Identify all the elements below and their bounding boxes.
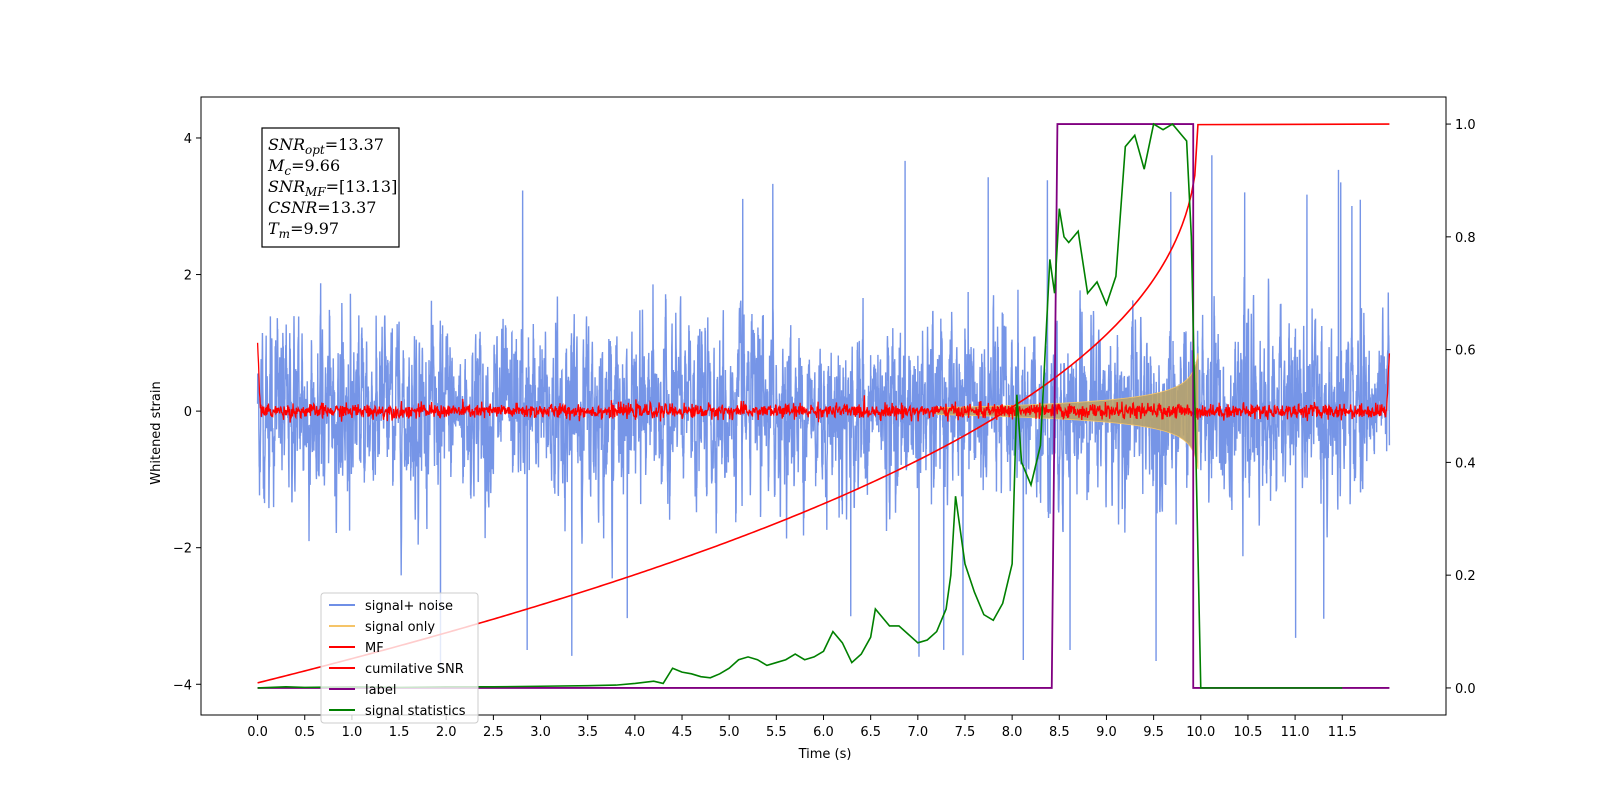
- y-tick-label: 0: [184, 405, 192, 420]
- y-axis-label: Whitened strain: [149, 381, 164, 484]
- x-tick-label: 8.0: [1002, 725, 1023, 740]
- y-tick-label: −4: [173, 678, 192, 693]
- x-tick-label: 9.5: [1143, 725, 1164, 740]
- plot-area: [256, 122, 1391, 689]
- x-tick-label: 10.0: [1186, 725, 1215, 740]
- series-mf: [256, 342, 1391, 423]
- legend-entry: label: [365, 683, 396, 698]
- y2-tick-label: 1.0: [1455, 118, 1476, 133]
- x-tick-label: 4.5: [672, 725, 693, 740]
- legend-entry: cumilative SNR: [365, 662, 464, 677]
- annotation-line: SNRopt=13.37: [268, 135, 384, 157]
- x-tick-label: 11.0: [1281, 725, 1310, 740]
- x-tick-label: 3.0: [530, 725, 551, 740]
- annotation-line: Tm=9.97: [268, 219, 339, 241]
- stats-annotation-box: SNRopt=13.37Mc=9.66SNRMF=[13.13]CSNR=13.…: [261, 127, 400, 248]
- x-axis-label: Time (s): [798, 747, 852, 762]
- x-tick-label: 7.0: [907, 725, 928, 740]
- legend-entry: signal only: [365, 620, 435, 635]
- x-tick-label: 8.5: [1049, 725, 1070, 740]
- y-tick-label: −2: [173, 542, 192, 557]
- x-tick-label: 1.0: [342, 725, 363, 740]
- x-tick-label: 9.0: [1096, 725, 1117, 740]
- series-signal-statistics: [257, 122, 1343, 689]
- x-tick-label: 6.5: [860, 725, 881, 740]
- axes: 0.0 0.5 1.0 1.5 2.0 2.5 3.0 3.5 4.0 4.5 5.0 5.5 6.0 6…: [173, 96, 1476, 740]
- annotation-line: SNRMF=[13.13]: [268, 177, 397, 199]
- annotation-frame: [261, 127, 400, 248]
- x-tick-label: 1.5: [389, 725, 410, 740]
- x-tick-label: 5.0: [719, 725, 740, 740]
- y-tick-label: 4: [184, 132, 192, 147]
- y2-tick-label: 0.8: [1455, 231, 1476, 246]
- x-tick-label: 7.5: [955, 725, 976, 740]
- y2-tick-label: 0.4: [1455, 456, 1476, 471]
- y2-tick-label: 0.2: [1455, 569, 1476, 584]
- y-tick-label: 2: [184, 269, 192, 284]
- x-tick-label: 2.5: [483, 725, 504, 740]
- annotation-line: CSNR=13.37: [268, 198, 376, 217]
- legend: signal+ noise signal only MF cumilative SNR…: [320, 592, 479, 724]
- legend-entry: MF: [365, 641, 384, 656]
- x-tick-label: 0.5: [294, 725, 315, 740]
- annotation-line: Mc=9.66: [267, 156, 340, 178]
- legend-entry: signal statistics: [365, 704, 466, 719]
- x-tick-label: 5.5: [766, 725, 787, 740]
- y2-tick-label: 0.6: [1455, 344, 1476, 359]
- legend-entry: signal+ noise: [365, 599, 453, 614]
- x-tick-label: 11.5: [1328, 725, 1357, 740]
- x-tick-label: 3.5: [577, 725, 598, 740]
- x-tick-label: 4.0: [625, 725, 646, 740]
- x-tick-label: 2.0: [436, 725, 457, 740]
- x-tick-label: 10.5: [1233, 725, 1262, 740]
- x-tick-label: 0.0: [247, 725, 268, 740]
- y2-tick-label: 0.0: [1455, 682, 1476, 697]
- legend-frame: [320, 592, 479, 724]
- series-signal-plus-noise: [256, 155, 1391, 672]
- x-tick-label: 6.0: [813, 725, 834, 740]
